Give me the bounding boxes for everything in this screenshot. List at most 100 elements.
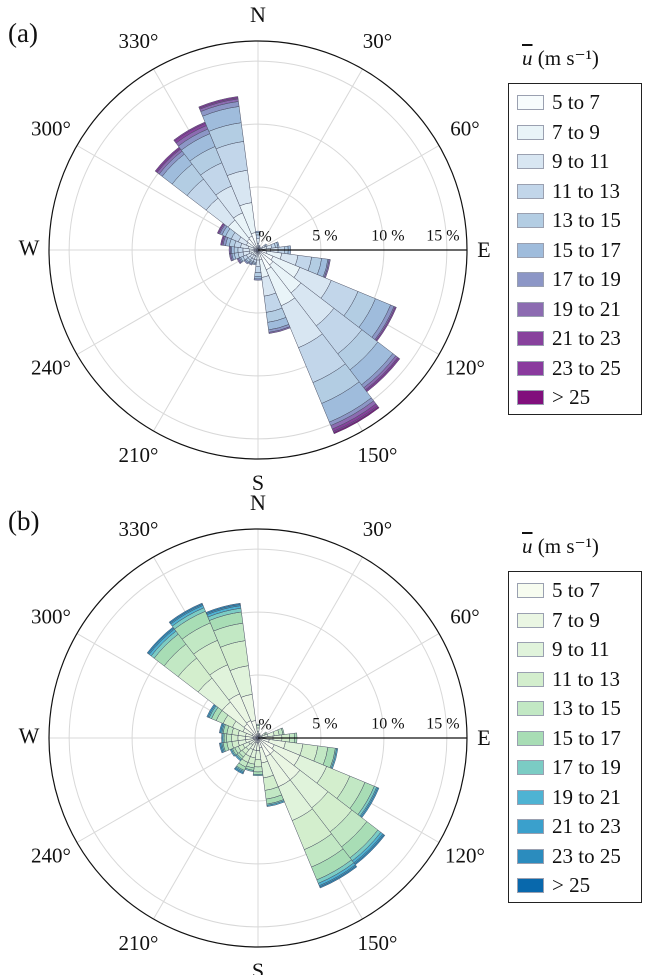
legend-label: 13 to 15 xyxy=(552,696,621,720)
rose-segment xyxy=(226,733,233,743)
legend-swatch xyxy=(517,583,544,598)
panel-label: (b) xyxy=(8,506,40,536)
rose-segment xyxy=(319,865,358,889)
rose-segment xyxy=(198,96,239,109)
legend-swatch xyxy=(517,878,544,893)
legend-label: > 25 xyxy=(552,385,591,409)
radial-label-5: 5 % xyxy=(312,228,337,245)
legend-swatch xyxy=(517,848,544,864)
legend-label: 15 to 17 xyxy=(552,237,621,262)
legend-item: 5 to 7 xyxy=(515,578,641,605)
angle-label-240: 240° xyxy=(31,843,71,867)
rose-segment xyxy=(221,732,224,744)
legend-label: 19 to 21 xyxy=(552,296,621,321)
legend-label: 11 to 13 xyxy=(552,178,621,203)
legend-swatch xyxy=(517,242,544,258)
rose-segment xyxy=(205,602,241,614)
legend-item: 15 to 17 xyxy=(515,237,641,265)
compass-e: E xyxy=(477,725,490,750)
rose-segment xyxy=(258,244,261,247)
legend-swatch xyxy=(517,612,544,628)
angle-label-60: 60° xyxy=(450,604,479,628)
angle-label-300: 300° xyxy=(31,116,71,140)
legend-label: 17 to 19 xyxy=(552,267,621,291)
legend-label: 13 to 15 xyxy=(552,208,621,232)
rose-segment xyxy=(252,771,264,775)
legend-item: 11 to 13 xyxy=(515,667,641,694)
angle-label-210: 210° xyxy=(119,931,159,955)
legend-title-unit: (m s⁻¹) xyxy=(532,46,599,70)
rose-segment xyxy=(253,278,263,281)
angle-label-60: 60° xyxy=(450,116,479,140)
radial-label-10: 10 % xyxy=(371,716,404,733)
angle-label-210: 210° xyxy=(119,443,159,467)
legend-label: 21 to 23 xyxy=(552,814,621,838)
legend-title-symbol: u xyxy=(522,46,533,70)
panel-label: (a) xyxy=(8,18,38,48)
legend-swatch xyxy=(517,789,544,805)
legend-label: > 25 xyxy=(552,873,591,897)
compass-w: W xyxy=(19,235,40,260)
legend-label: 19 to 21 xyxy=(552,784,621,809)
radial-label-0: % xyxy=(258,229,271,246)
legend-label: 17 to 19 xyxy=(552,755,621,779)
rose-segment xyxy=(333,406,380,435)
legend-label: 15 to 17 xyxy=(552,725,621,750)
windrose-panel-a: (a) % 5 % 10 % 15 % N E S W 30° 60° 120° 150° 210° 24… xyxy=(0,0,651,495)
legend-swatch xyxy=(517,124,544,140)
compass-w: W xyxy=(19,723,40,748)
legend-item: 11 to 13 xyxy=(515,178,641,206)
legend-label: 21 to 23 xyxy=(552,326,621,350)
legend-swatch xyxy=(517,760,544,775)
legend-item: 19 to 21 xyxy=(515,296,641,324)
rose-segment xyxy=(231,246,235,254)
rose-segment xyxy=(253,766,263,773)
rose-segment xyxy=(253,275,263,280)
radial-label-5: 5 % xyxy=(312,716,337,733)
legend-title-symbol: u xyxy=(522,534,533,558)
angle-label-240: 240° xyxy=(31,355,71,379)
legend-item: 17 to 19 xyxy=(515,267,641,294)
legend-swatch xyxy=(517,272,544,287)
legend-item: 21 to 23 xyxy=(515,814,641,841)
angle-label-330: 330° xyxy=(119,517,159,541)
compass-s: S xyxy=(252,470,264,495)
compass-n: N xyxy=(250,2,266,27)
legend-item: 21 to 23 xyxy=(515,326,641,353)
rose-segment xyxy=(266,800,285,807)
windrose-plot: % 5 % 10 % 15 % N E S W 30° 60° 120° 150° 210° 240° 30… xyxy=(19,2,491,495)
legend-label: 7 to 9 xyxy=(552,119,600,144)
angle-label-120: 120° xyxy=(445,843,485,867)
rose-segment xyxy=(268,326,291,334)
legend-item: 15 to 17 xyxy=(515,725,641,753)
legend-label: 5 to 7 xyxy=(552,578,600,602)
rose-segment xyxy=(254,265,262,273)
legend-swatch xyxy=(517,819,544,834)
legend-swatch xyxy=(517,642,544,657)
legend-label: 9 to 11 xyxy=(552,637,610,661)
legend-label: 23 to 25 xyxy=(552,843,621,868)
legend: 5 to 7 7 to 9 9 to 11 11 to 13 13 to 15 15 to… xyxy=(508,83,642,415)
rose-segment xyxy=(253,758,263,768)
angle-label-330: 330° xyxy=(119,29,159,53)
legend-swatch xyxy=(517,183,544,199)
compass-s: S xyxy=(252,958,264,975)
rose-segment xyxy=(233,246,239,254)
angle-label-150: 150° xyxy=(358,443,398,467)
rose-segment xyxy=(233,767,244,775)
legend-item: 7 to 9 xyxy=(515,608,641,635)
legend-swatch xyxy=(517,154,544,169)
angle-label-30: 30° xyxy=(363,517,392,541)
legend-item: 7 to 9 xyxy=(515,119,641,147)
grid-spoke xyxy=(153,249,259,432)
grid-spoke xyxy=(257,633,440,739)
windrose-bars xyxy=(154,96,401,435)
legend-item: 17 to 19 xyxy=(515,755,641,782)
legend-item: 19 to 21 xyxy=(515,784,641,812)
grid-spoke xyxy=(257,556,363,739)
legend-title-unit: (m s⁻¹) xyxy=(532,534,599,558)
outer-ring xyxy=(48,528,468,948)
legend-item: 9 to 11 xyxy=(515,149,641,176)
legend-item: 9 to 11 xyxy=(515,637,641,664)
grid-spoke xyxy=(76,737,259,843)
